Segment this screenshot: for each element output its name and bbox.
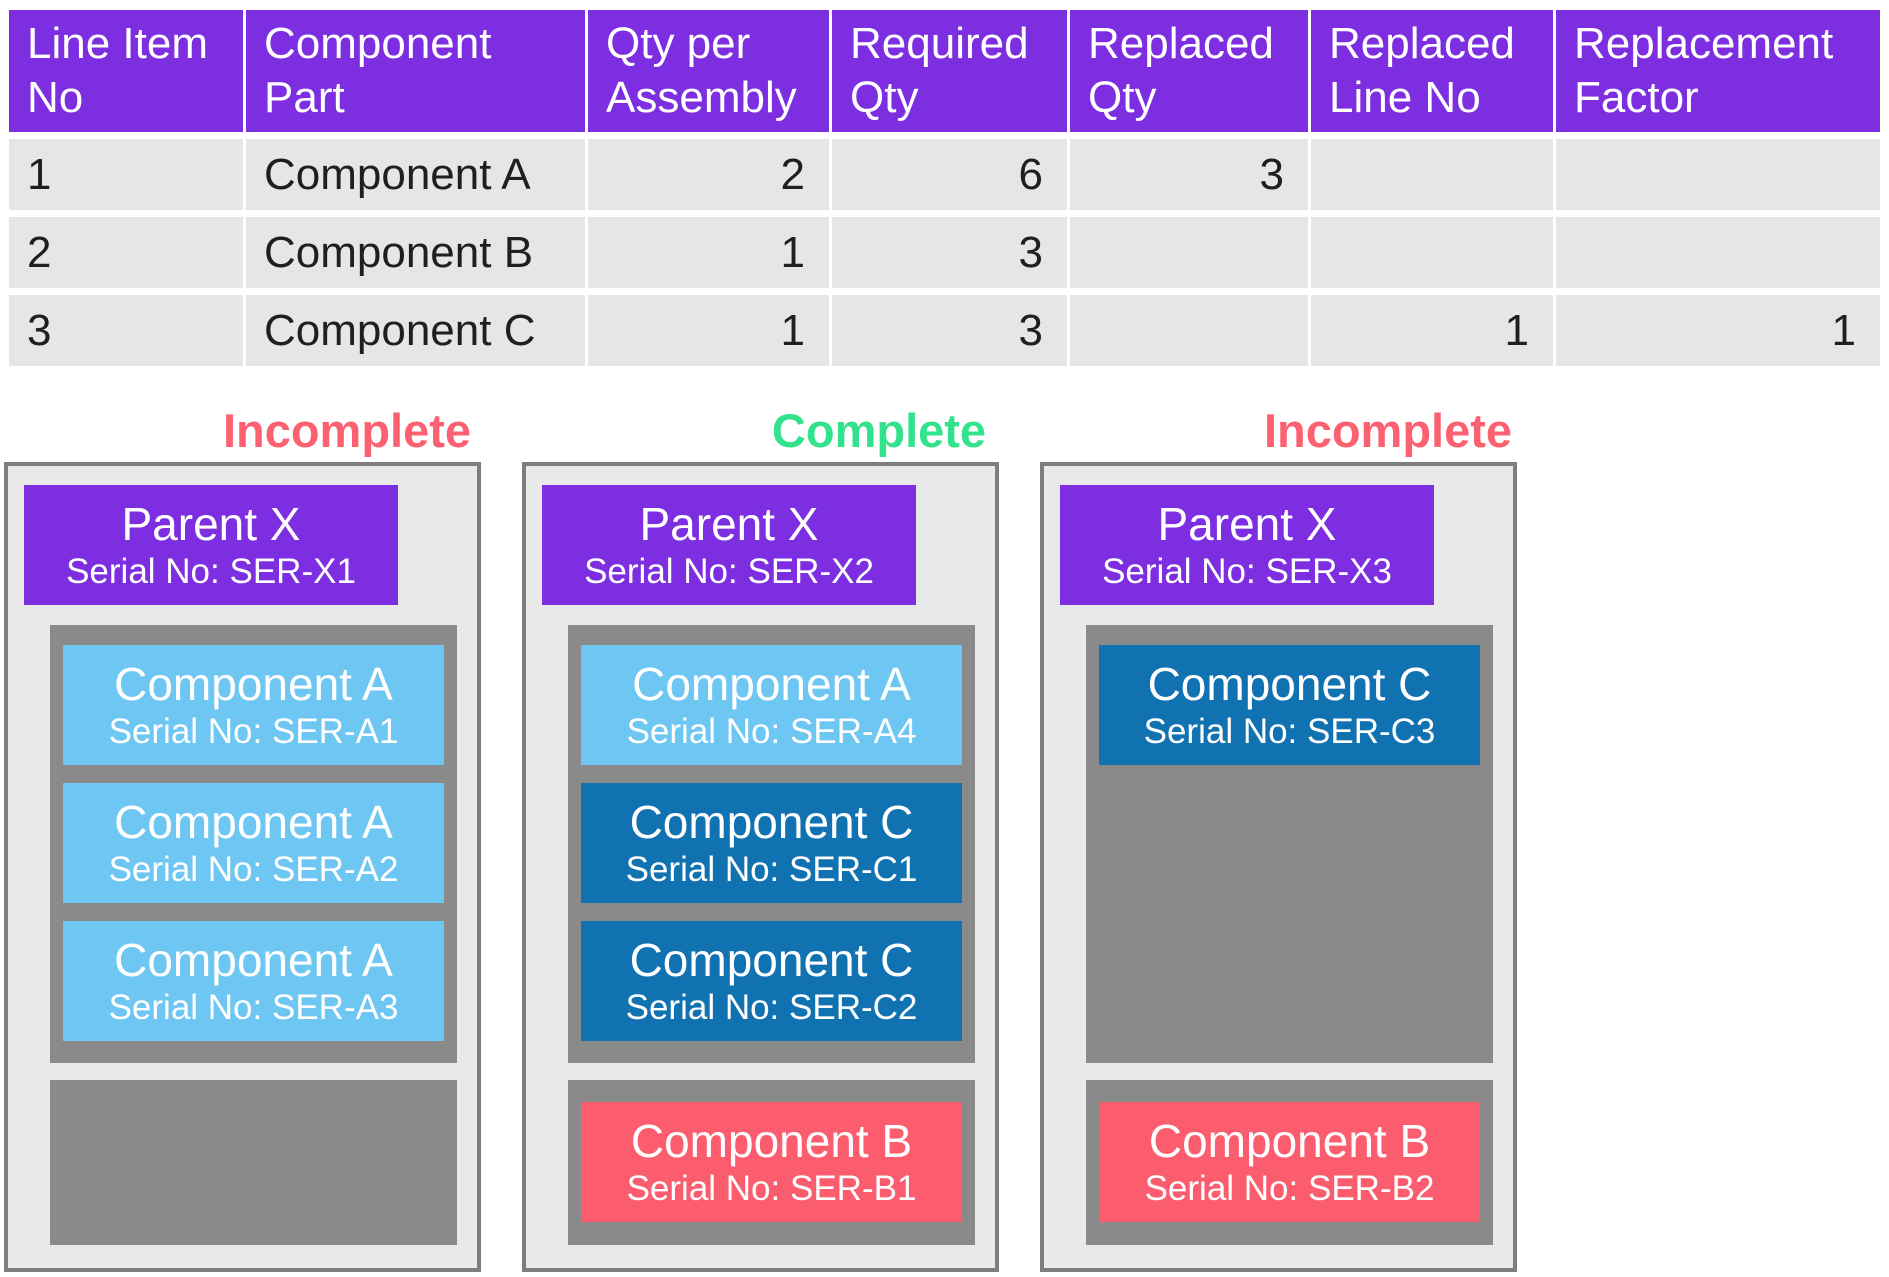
cell-line-item-no: 1 <box>9 139 243 210</box>
cell-line-item-no: 3 <box>9 295 243 366</box>
cell-replaced-qty <box>1070 295 1308 366</box>
cell-replacement-factor: 1 <box>1556 295 1880 366</box>
component-serial: Serial No: SER-C2 <box>625 987 918 1027</box>
assembly-panel: Parent X Serial No: SER-X3 Component C S… <box>1040 462 1517 1272</box>
component-serial: Serial No: SER-A1 <box>108 711 399 751</box>
component-serial: Serial No: SER-C3 <box>1143 711 1436 751</box>
cell-qty-per-assembly: 1 <box>588 217 829 288</box>
cell-required-qty: 3 <box>832 217 1067 288</box>
cell-replacement-factor <box>1556 217 1880 288</box>
component-box: Component C Serial No: SER-C1 <box>581 783 962 903</box>
cell-qty-per-assembly: 2 <box>588 139 829 210</box>
component-box: Component C Serial No: SER-C3 <box>1099 645 1480 765</box>
parent-title: Parent X <box>1157 497 1337 550</box>
bom-table: Line Item No Component Part Qty per Asse… <box>6 3 1883 373</box>
component-serial: Serial No: SER-A2 <box>108 849 399 889</box>
cell-replaced-qty: 3 <box>1070 139 1308 210</box>
col-header-replacement-factor: Replacement Factor <box>1556 10 1880 132</box>
parent-box: Parent X Serial No: SER-X2 <box>542 485 916 605</box>
cell-component-part: Component C <box>246 295 585 366</box>
component-slot: Component A Serial No: SER-A4 Component … <box>568 625 975 1063</box>
cell-qty-per-assembly: 1 <box>588 295 829 366</box>
component-slot: Component C Serial No: SER-C3 <box>1086 625 1493 1063</box>
col-header-component-part: Component Part <box>246 10 585 132</box>
cell-replaced-line-no <box>1311 139 1553 210</box>
component-box: Component A Serial No: SER-A4 <box>581 645 962 765</box>
parent-serial: Serial No: SER-X2 <box>584 551 874 591</box>
component-box: Component C Serial No: SER-C2 <box>581 921 962 1041</box>
component-title: Component C <box>629 795 914 848</box>
component-title: Component A <box>114 657 393 710</box>
component-box: Component B Serial No: SER-B2 <box>1099 1102 1480 1222</box>
cell-component-part: Component A <box>246 139 585 210</box>
component-serial: Serial No: SER-B2 <box>1144 1168 1435 1208</box>
component-title: Component A <box>632 657 911 710</box>
parent-title: Parent X <box>639 497 819 550</box>
component-box: Component A Serial No: SER-A1 <box>63 645 444 765</box>
assembly-panel: Parent X Serial No: SER-X1 Component A S… <box>4 462 481 1272</box>
component-title: Component A <box>114 933 393 986</box>
cell-replacement-factor <box>1556 139 1880 210</box>
cell-required-qty: 6 <box>832 139 1067 210</box>
col-header-line-item-no: Line Item No <box>9 10 243 132</box>
col-header-replaced-qty: Replaced Qty <box>1070 10 1308 132</box>
parent-box: Parent X Serial No: SER-X3 <box>1060 485 1434 605</box>
col-header-required-qty: Required Qty <box>832 10 1067 132</box>
component-title: Component B <box>630 1114 913 1167</box>
cell-required-qty: 3 <box>832 295 1067 366</box>
table-row: 2 Component B 1 3 <box>9 217 1880 288</box>
table-row: 1 Component A 2 6 3 <box>9 139 1880 210</box>
component-serial: Serial No: SER-B1 <box>626 1168 917 1208</box>
component-box: Component A Serial No: SER-A3 <box>63 921 444 1041</box>
component-title: Component C <box>629 933 914 986</box>
cell-replaced-line-no <box>1311 217 1553 288</box>
component-box: Component B Serial No: SER-B1 <box>581 1102 962 1222</box>
cell-replaced-qty <box>1070 217 1308 288</box>
component-serial: Serial No: SER-A3 <box>108 987 399 1027</box>
component-serial: Serial No: SER-A4 <box>626 711 917 751</box>
table-header-row: Line Item No Component Part Qty per Asse… <box>9 10 1880 132</box>
assembly-panel: Parent X Serial No: SER-X2 Component A S… <box>522 462 999 1272</box>
cell-replaced-line-no: 1 <box>1311 295 1553 366</box>
component-title: Component C <box>1147 657 1432 710</box>
parent-title: Parent X <box>121 497 301 550</box>
cell-component-part: Component B <box>246 217 585 288</box>
parent-serial: Serial No: SER-X1 <box>66 551 356 591</box>
component-slot: Component A Serial No: SER-A1 Component … <box>50 625 457 1063</box>
status-label: Complete <box>771 404 987 457</box>
status-label: Incomplete <box>222 404 472 457</box>
col-header-qty-per-assembly: Qty per Assembly <box>588 10 829 132</box>
parent-box: Parent X Serial No: SER-X1 <box>24 485 398 605</box>
component-slot: Component B Serial No: SER-B2 <box>1086 1080 1493 1245</box>
cell-line-item-no: 2 <box>9 217 243 288</box>
empty-slot <box>50 1080 457 1245</box>
status-label: Incomplete <box>1263 404 1513 457</box>
component-serial: Serial No: SER-C1 <box>625 849 918 889</box>
component-title: Component A <box>114 795 393 848</box>
component-box: Component A Serial No: SER-A2 <box>63 783 444 903</box>
parent-serial: Serial No: SER-X3 <box>1102 551 1392 591</box>
component-slot: Component B Serial No: SER-B1 <box>568 1080 975 1245</box>
table-row: 3 Component C 1 3 1 1 <box>9 295 1880 366</box>
col-header-replaced-line-no: Replaced Line No <box>1311 10 1553 132</box>
component-title: Component B <box>1148 1114 1431 1167</box>
